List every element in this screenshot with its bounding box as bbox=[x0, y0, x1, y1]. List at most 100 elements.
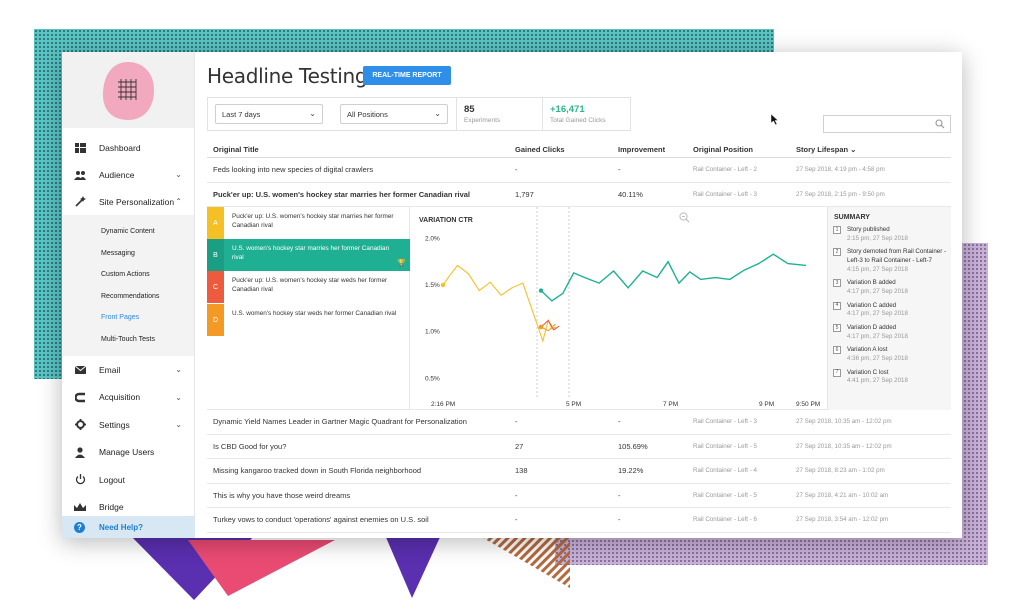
variation-item[interactable]: D U.S. women's hockey star weds her forme… bbox=[207, 304, 410, 336]
variation-headline: Puck'er up: U.S. women's hockey star mar… bbox=[232, 213, 394, 229]
row-improvement: - bbox=[618, 515, 621, 525]
event-number: 7 bbox=[833, 368, 841, 377]
event-text: Variation A lost bbox=[847, 346, 888, 354]
event-time: 4:17 pm, 27 Sep 2018 bbox=[847, 310, 908, 318]
submenu-item[interactable]: Custom Actions bbox=[101, 271, 150, 279]
gained-clicks-label: Total Gained Clicks bbox=[550, 117, 606, 124]
row-gained-clicks: - bbox=[515, 417, 518, 427]
submenu-item[interactable]: Front Pages bbox=[101, 314, 140, 322]
event-time: 2:15 pm, 27 Sep 2018 bbox=[847, 234, 908, 242]
row-story-lifespan: 27 Sep 2018, 4:19 pm - 4:58 pm bbox=[796, 166, 885, 174]
event-text: Variation C added bbox=[847, 301, 897, 309]
summary-event: 4 Variation C added 4:17 pm, 27 Sep 2018 bbox=[833, 301, 951, 319]
table-row[interactable]: Is CBD Good for you? 27 105.69% Rail Contai… bbox=[207, 435, 951, 459]
sidebar-item-label: Settings bbox=[99, 419, 130, 430]
event-number: 2 bbox=[833, 248, 841, 257]
summary-event: 5 Variation D added 4:17 pm, 27 Sep 2018 bbox=[833, 324, 951, 341]
row-original-position: Rail Container - Left - 6 bbox=[693, 516, 757, 524]
sidebar-item-manage-users[interactable]: Manage Users bbox=[62, 439, 194, 467]
table-row[interactable]: Feds looking into new species of digital… bbox=[207, 158, 951, 183]
row-gained-clicks: - bbox=[515, 515, 518, 525]
need-help-button[interactable]: ? Need Help? bbox=[62, 516, 195, 538]
variation-headline: Puck'er up: U.S. women's hockey star wed… bbox=[232, 277, 388, 293]
variation-headline: U.S. women's hockey star weds her former… bbox=[232, 310, 397, 317]
col-original-position[interactable]: Original Position bbox=[693, 144, 754, 154]
variation-item[interactable]: C Puck'er up: U.S. women's hockey star we… bbox=[207, 271, 410, 303]
col-story-lifespan[interactable]: Story Lifespan ⌄ bbox=[796, 141, 946, 157]
row-improvement: 105.69% bbox=[618, 441, 648, 451]
chevron-down-icon: ⌄ bbox=[309, 109, 316, 118]
event-text: Story demoted from Rail Container - Left… bbox=[847, 248, 947, 265]
table-row[interactable]: Dynamic Yield Names Leader in Gartner Ma… bbox=[207, 410, 951, 435]
chevron-down-icon: ⌄ bbox=[175, 170, 182, 179]
submenu-item[interactable]: Recommendations bbox=[101, 292, 160, 300]
table-header: Original Title Gained Clicks Improvement… bbox=[207, 141, 951, 158]
row-title: This is why you have those weird dreams bbox=[213, 490, 351, 500]
sidebar-item-label: Email bbox=[99, 364, 121, 375]
x-tick-label: 9 PM bbox=[759, 401, 774, 408]
sidebar-item-email[interactable]: Email ⌄ bbox=[62, 356, 194, 384]
event-time: 4:36 pm, 27 Sep 2018 bbox=[847, 355, 908, 363]
row-original-position: Rail Container - Left - 3 bbox=[693, 190, 757, 198]
sidebar-item-site-personalization[interactable]: Site Personalization ⌃ bbox=[62, 188, 194, 215]
event-time: 4:15 pm, 27 Sep 2018 bbox=[847, 265, 908, 273]
table-row[interactable]: Turkey vows to conduct 'operations' agai… bbox=[207, 508, 951, 533]
event-number: 3 bbox=[833, 279, 841, 288]
filter-bar: Last 7 days ⌄ All Positions ⌄ 85 Experim… bbox=[207, 97, 631, 131]
chevron-down-icon: ⌄ bbox=[434, 109, 441, 118]
variation-letter-badge: A bbox=[207, 207, 224, 239]
realtime-report-button[interactable]: REAL-TIME REPORT bbox=[363, 66, 451, 85]
search-icon bbox=[935, 119, 945, 129]
variation-item[interactable]: B U.S. women's hockey star marries her fo… bbox=[207, 239, 410, 271]
date-range-select[interactable]: Last 7 days ⌄ bbox=[215, 104, 323, 124]
variation-letter-badge: C bbox=[207, 271, 224, 303]
col-improvement[interactable]: Improvement bbox=[618, 144, 666, 154]
positions-select[interactable]: All Positions ⌄ bbox=[340, 104, 448, 124]
series-line-A bbox=[442, 264, 556, 343]
ctr-line-chart: 2.0% 1.5% 1.0% 0.5% 2:16 PM 5 PM 7 PM 9 PM 9:50 … bbox=[425, 207, 820, 408]
sidebar-item-dashboard[interactable]: Dashboard bbox=[62, 134, 194, 161]
chart-title: VARIATION CTR bbox=[419, 217, 473, 224]
row-story-lifespan: 27 Sep 2018, 2:15 pm - 9:50 pm bbox=[796, 190, 885, 198]
sidebar-item-audience[interactable]: Audience ⌄ bbox=[62, 161, 194, 188]
chevron-up-icon: ⌃ bbox=[175, 197, 182, 206]
event-time: 4:17 pm, 27 Sep 2018 bbox=[847, 332, 908, 340]
sidebar-item-settings[interactable]: Settings ⌄ bbox=[62, 411, 194, 439]
y-tick-label: 1.0% bbox=[425, 329, 440, 336]
sidebar-item-label: Dashboard bbox=[99, 142, 141, 153]
submenu-item[interactable]: Dynamic Content bbox=[101, 228, 155, 236]
sidebar-item-logout[interactable]: Logout bbox=[62, 466, 194, 494]
page-title: Headline Testing bbox=[207, 64, 368, 88]
row-improvement: - bbox=[618, 490, 621, 500]
variation-item[interactable]: A Puck'er up: U.S. women's hockey star ma… bbox=[207, 207, 410, 239]
row-story-lifespan: 27 Sep 2018, 4:21 am - 10:02 am bbox=[796, 491, 889, 499]
sidebar-item-bridge[interactable]: Bridge bbox=[62, 494, 194, 522]
x-tick-label: 5 PM bbox=[566, 401, 581, 408]
col-gained-clicks[interactable]: Gained Clicks bbox=[515, 144, 565, 154]
table-row[interactable]: Puck'er up: U.S. women's hockey star mar… bbox=[207, 183, 951, 207]
table-row[interactable]: Missing kangaroo tracked down in South F… bbox=[207, 459, 951, 484]
summary-event: 7 Variation C lost 4:41 pm, 27 Sep 2018 bbox=[833, 368, 951, 386]
zoom-icon[interactable] bbox=[679, 212, 690, 223]
table-row[interactable]: This is why you have those weird dreams -… bbox=[207, 484, 951, 508]
sort-chevron-icon: ⌄ bbox=[850, 144, 857, 154]
col-original-title[interactable]: Original Title bbox=[213, 144, 259, 154]
row-gained-clicks: - bbox=[515, 165, 518, 175]
experiments-stat: 85 Experiments bbox=[456, 98, 542, 130]
summary-panel: SUMMARY 1 Story published 2:15 pm, 27 Sep … bbox=[827, 207, 951, 410]
submenu-item[interactable]: Multi-Touch Tests bbox=[101, 335, 155, 343]
data-point-A bbox=[440, 282, 446, 288]
event-number: 5 bbox=[833, 324, 841, 333]
y-tick-label: 2.0% bbox=[425, 235, 440, 242]
data-point-D bbox=[538, 324, 544, 330]
event-text: Variation B added bbox=[847, 279, 896, 287]
expanded-row-details: A Puck'er up: U.S. women's hockey star ma… bbox=[207, 207, 951, 410]
gained-clicks-value: +16,471 bbox=[550, 104, 585, 115]
search-input[interactable] bbox=[823, 115, 951, 133]
sidebar-item-acquisition[interactable]: Acquisition ⌄ bbox=[62, 384, 194, 412]
variation-headline: U.S. women's hockey star marries her for… bbox=[232, 245, 390, 261]
trophy-icon: 🏆 bbox=[397, 260, 406, 267]
submenu-item[interactable]: Messaging bbox=[101, 249, 135, 257]
